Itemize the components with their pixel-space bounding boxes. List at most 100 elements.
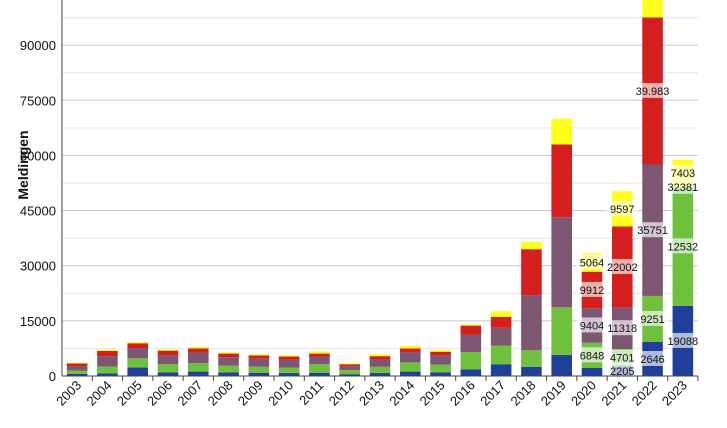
data-label: 39.983 bbox=[636, 86, 670, 98]
bar-segment bbox=[278, 355, 300, 357]
x-tick-label: 2003 bbox=[53, 378, 84, 409]
data-label-bg bbox=[603, 320, 642, 336]
y-tick-label: 0 bbox=[49, 369, 56, 384]
data-label-bg bbox=[636, 310, 669, 326]
data-label: 2205 bbox=[610, 366, 634, 378]
bar-segment bbox=[521, 350, 542, 367]
data-label-bg bbox=[606, 349, 639, 365]
bar-segment bbox=[218, 357, 239, 366]
y-tick-label: 45000 bbox=[20, 204, 56, 219]
bar-segment bbox=[187, 346, 209, 349]
bar-segment bbox=[187, 371, 209, 376]
bar-segment bbox=[521, 241, 542, 250]
bar-segment bbox=[218, 352, 239, 354]
bar-segment bbox=[551, 355, 573, 376]
bar-segment bbox=[399, 345, 421, 349]
bar-segment bbox=[490, 327, 512, 346]
bar-segment bbox=[521, 295, 542, 351]
x-tick-label: 2004 bbox=[83, 378, 114, 409]
bar-segment bbox=[66, 362, 88, 364]
bar-segment bbox=[551, 307, 573, 356]
bar-segment bbox=[551, 217, 573, 308]
bar-segment bbox=[278, 373, 300, 376]
bar-segment bbox=[309, 372, 330, 376]
bar-segment bbox=[97, 366, 118, 374]
x-tick-label: 2021 bbox=[598, 378, 629, 409]
bar-segment bbox=[460, 325, 482, 335]
x-tick-label: 2020 bbox=[568, 378, 599, 409]
data-label: 11318 bbox=[607, 323, 637, 335]
data-label-bg bbox=[633, 222, 672, 238]
bar-segment bbox=[97, 349, 118, 352]
y-tick-label: 30000 bbox=[20, 259, 56, 274]
x-tick-label: 2006 bbox=[144, 378, 175, 409]
data-label: 5064 bbox=[580, 257, 604, 269]
data-label: 35751 bbox=[637, 225, 668, 237]
data-label: 2646 bbox=[640, 354, 664, 366]
bar-segment bbox=[369, 373, 391, 376]
x-tick-label: 2010 bbox=[265, 378, 296, 409]
y-tick-label: 90000 bbox=[20, 38, 56, 53]
bar-segment bbox=[430, 355, 451, 365]
data-label-bg bbox=[666, 165, 699, 181]
bar-segment bbox=[218, 365, 239, 373]
bar-segment bbox=[551, 118, 573, 145]
data-label-bg bbox=[663, 178, 703, 194]
bar-segment bbox=[187, 352, 209, 364]
bar-segment bbox=[399, 352, 421, 363]
bar-segment bbox=[430, 364, 451, 373]
y-axis: 01500030000450006000075000900001 bbox=[20, 0, 63, 384]
bar-segment bbox=[490, 345, 512, 365]
bar-segment bbox=[339, 364, 361, 367]
bar-segment bbox=[157, 364, 179, 373]
bar-segment bbox=[248, 354, 270, 356]
bar-segment bbox=[460, 352, 482, 370]
data-label-bg bbox=[606, 200, 639, 216]
bar-segment bbox=[127, 341, 149, 344]
bar-segment bbox=[187, 348, 209, 353]
bar-segment bbox=[248, 372, 270, 376]
x-tick-label: 2016 bbox=[447, 378, 478, 409]
data-label-bg bbox=[663, 238, 703, 254]
y-tick-label: 15000 bbox=[20, 314, 56, 329]
data-label: 19088 bbox=[668, 336, 699, 348]
x-tick-label: 2013 bbox=[356, 378, 387, 409]
bar-segment bbox=[66, 366, 88, 371]
x-tick-label: 2015 bbox=[417, 378, 448, 409]
bar-segment bbox=[309, 364, 330, 373]
data-label-bg bbox=[663, 332, 703, 348]
bar-segment bbox=[187, 363, 209, 372]
bar-segment bbox=[66, 373, 88, 376]
bar-segment bbox=[460, 369, 482, 376]
x-tick-label: 2022 bbox=[629, 378, 660, 409]
bar-segment bbox=[157, 355, 179, 365]
data-label-bg bbox=[636, 350, 669, 366]
bar-segment bbox=[521, 366, 542, 376]
bar-segment bbox=[399, 371, 421, 376]
bar-segment bbox=[157, 372, 179, 376]
y-tick-label: 75000 bbox=[20, 93, 56, 108]
data-label: 9912 bbox=[580, 285, 604, 297]
bar-segment bbox=[399, 362, 421, 372]
bar-segment bbox=[218, 353, 239, 358]
x-tick-label: 2018 bbox=[507, 378, 538, 409]
bar-segment bbox=[581, 367, 603, 376]
bar-segment bbox=[399, 348, 421, 353]
bar-segment bbox=[278, 359, 300, 368]
x-tick-label: 2008 bbox=[205, 378, 236, 409]
x-tick-label: 2023 bbox=[659, 378, 690, 409]
bar-segment bbox=[248, 366, 270, 373]
bar-segment bbox=[490, 311, 512, 317]
x-tick-label: 2011 bbox=[296, 378, 326, 408]
bar-segment bbox=[66, 370, 88, 374]
bar-segment bbox=[551, 144, 573, 218]
data-label-bg bbox=[576, 347, 608, 363]
bar-segment bbox=[339, 374, 361, 376]
data-label: 9251 bbox=[640, 314, 664, 326]
data-label: 6848 bbox=[580, 350, 604, 362]
x-tick-label: 2014 bbox=[386, 378, 417, 409]
bar-segment bbox=[97, 373, 118, 376]
bar-segment bbox=[490, 364, 512, 376]
bar-segment bbox=[339, 370, 361, 375]
